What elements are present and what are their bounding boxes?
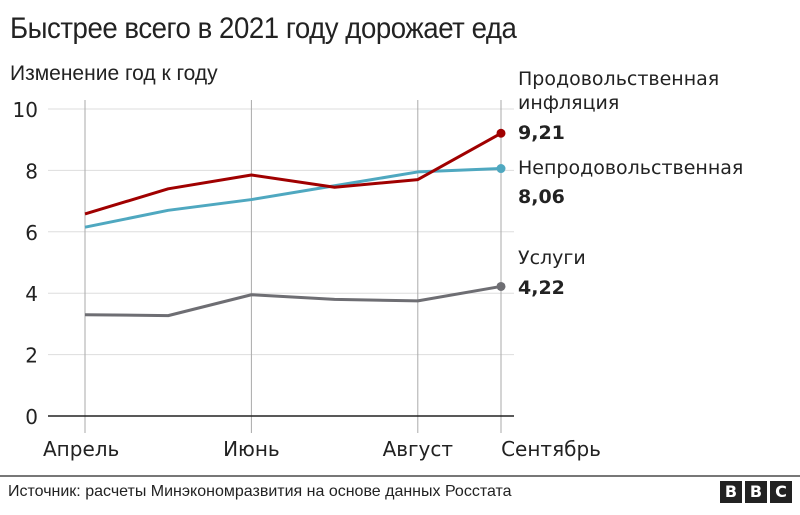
y-tick-label: 8 <box>25 159 38 183</box>
x-tick-label: Август <box>383 437 454 461</box>
series-lines <box>84 128 506 318</box>
series-end-dot <box>496 128 506 138</box>
chart-title: Быстрее всего в 2021 году дорожает еда <box>10 12 517 45</box>
bbc-logo-letter: C <box>770 481 792 503</box>
series-line <box>84 167 502 229</box>
legend-services-label: Услуги <box>518 247 586 269</box>
y-axis-ticks: 0 2 4 6 8 10 <box>13 98 38 429</box>
series-line <box>84 284 502 318</box>
gridlines <box>48 100 514 433</box>
legend-nonfood-label: Непродовольственная <box>518 157 743 179</box>
footer-divider <box>0 475 800 477</box>
x-tick-label: Апрель <box>43 437 119 461</box>
y-tick-label: 10 <box>13 98 38 122</box>
y-tick-label: 0 <box>25 405 38 429</box>
x-tick-label: Сентябрь <box>501 437 601 461</box>
y-tick-label: 6 <box>25 221 38 245</box>
y-tick-label: 2 <box>25 344 38 368</box>
source-note: Источник: расчеты Минэкономразвития на о… <box>8 483 512 500</box>
x-axis-ticks: Апрель Июнь Август Сентябрь <box>43 437 601 461</box>
bbc-logo: B B C <box>720 481 792 503</box>
y-tick-label: 4 <box>25 282 38 306</box>
series-line <box>84 131 502 216</box>
series-end-dot <box>496 281 506 291</box>
chart-subtitle: Изменение год к году <box>10 62 218 85</box>
x-tick-label: Июнь <box>223 437 280 461</box>
bbc-logo-letter: B <box>720 481 742 503</box>
legend-food-value: 9,21 <box>518 122 565 144</box>
line-chart: 0 2 4 6 8 10 Апрель Июнь Август Сентябрь Продово… <box>13 68 744 461</box>
direct-legend: Продовольственная инфляция 9,21 Непродов… <box>518 68 743 299</box>
legend-food-label-1: Продовольственная <box>518 68 719 90</box>
legend-services-value: 4,22 <box>518 277 565 299</box>
series-end-dot <box>496 164 506 174</box>
bbc-logo-letter: B <box>745 481 767 503</box>
legend-nonfood-value: 8,06 <box>518 186 565 208</box>
legend-food-label-2: инфляция <box>518 92 619 114</box>
